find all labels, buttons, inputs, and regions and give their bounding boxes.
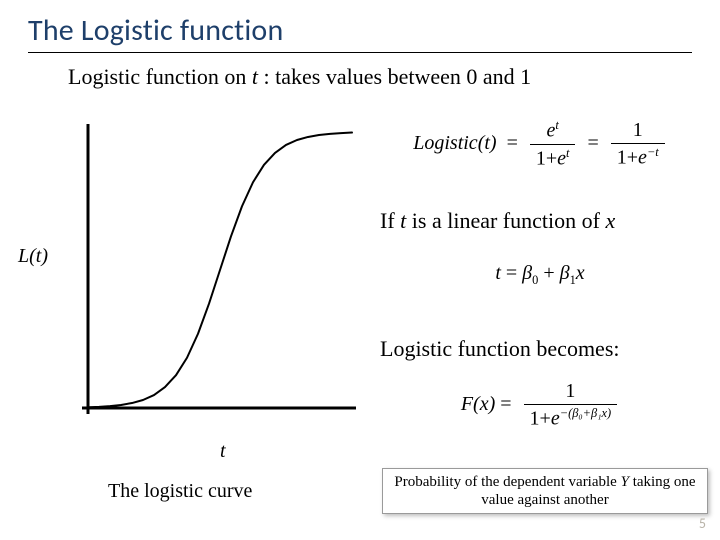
- eq-fx-frac: 1 1+e−(β₀+β₁x): [524, 380, 618, 431]
- text-becomes: Logistic function becomes:: [380, 336, 620, 362]
- equation-logistic: Logistic(t) = et 1+et = 1 1+e−t: [380, 118, 700, 170]
- chart-y-label: L(t): [18, 245, 48, 268]
- chart-x-label: t: [220, 440, 226, 463]
- equation-fx: F(x) = 1 1+e−(β₀+β₁x): [380, 380, 700, 431]
- slide: The Logistic function Logistic function …: [0, 0, 720, 540]
- subtitle: Logistic function on t : takes values be…: [68, 64, 531, 90]
- callout-box: Probability of the dependent variable Y …: [382, 468, 708, 514]
- text-if-linear: If t is a linear function of x: [380, 208, 615, 234]
- equation-t: t = β0 + β1x: [380, 262, 700, 288]
- eq-logistic-frac1: et 1+et: [530, 118, 576, 170]
- chart-caption: The logistic curve: [108, 480, 252, 503]
- logistic-chart: [60, 114, 360, 426]
- eq-logistic-frac2: 1 1+e−t: [611, 119, 665, 170]
- eq-logistic-lhs: Logistic(t): [413, 132, 496, 154]
- chart-svg: [60, 114, 360, 426]
- slide-title: The Logistic function: [28, 12, 283, 49]
- title-underline: [28, 52, 692, 53]
- subtitle-b: : takes values between 0 and 1: [258, 64, 531, 89]
- page-number: 5: [699, 515, 706, 532]
- subtitle-a: Logistic function on: [68, 64, 252, 89]
